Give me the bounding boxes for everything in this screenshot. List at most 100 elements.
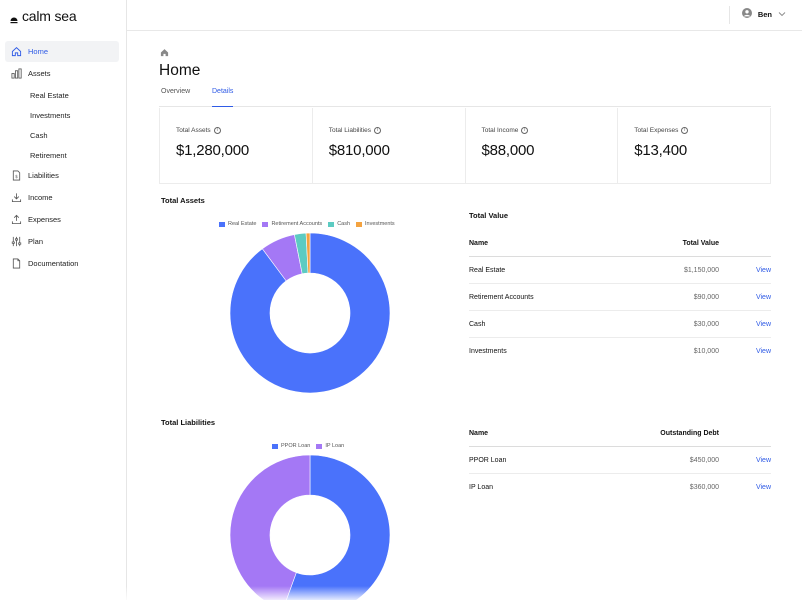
legend-item-real-estate[interactable]: Real Estate — [219, 221, 256, 227]
view-link[interactable]: View — [755, 266, 771, 274]
sidebar-item-home[interactable]: Home — [5, 41, 119, 62]
table-row: IP Loan $360,000 View — [469, 474, 771, 501]
user-name: Ben — [757, 9, 772, 19]
stat-card-total-income: Total Income i $88,000 — [464, 108, 618, 183]
legend-item-ip-loan[interactable]: IP Loan — [316, 443, 344, 449]
view-link[interactable]: View — [755, 484, 771, 491]
file-icon — [10, 258, 22, 270]
sidebar-nav: Home Assets Real Estate Investments Cash… — [5, 41, 119, 275]
legend-item-ppor-loan[interactable]: PPOR Loan — [272, 443, 310, 449]
sidebar-item-label: Home — [28, 47, 49, 56]
debt-table: Name Outstanding Debt PPOR Loan $450,000… — [469, 421, 771, 501]
table-row: Real Estate $1,150,000 View — [469, 257, 771, 284]
divider — [729, 6, 730, 24]
legend-item-investments[interactable]: Investments — [356, 221, 395, 227]
view-link[interactable]: View — [755, 348, 771, 355]
row-value: $360,000 — [689, 484, 719, 491]
row-value: $90,000 — [693, 293, 719, 301]
view-link[interactable]: View — [755, 456, 771, 464]
sidebar-item-label: Assets — [28, 69, 51, 78]
sidebar-subitem-cash[interactable]: Cash — [30, 130, 48, 140]
stats-row: Total Assets i $1,280,000 Total Liabiliti… — [159, 108, 771, 184]
legend-label: PPOR Loan — [281, 443, 311, 449]
row-name: Cash — [469, 320, 486, 328]
row-name: Real Estate — [469, 266, 506, 274]
sidebar-subitem-investments[interactable]: Investments — [30, 110, 71, 120]
sidebar-item-label: Expenses — [28, 215, 61, 224]
legend-swatch — [316, 443, 323, 449]
sidebar-item-expenses[interactable]: Expenses — [5, 209, 119, 230]
sidebar-item-documentation[interactable]: Documentation — [5, 253, 119, 274]
sidebar-item-assets[interactable]: Assets — [5, 63, 119, 84]
table-header: Name Total Value — [469, 231, 771, 257]
legend-swatch — [356, 221, 363, 227]
upload-icon — [10, 214, 22, 226]
legend-item-retirement[interactable]: Retirement Accounts — [262, 221, 322, 227]
stat-card-total-expenses: Total Expenses i $13,400 — [617, 108, 771, 183]
chevron-down-icon — [778, 10, 786, 19]
app-logo[interactable]: calm sea — [10, 8, 77, 24]
donut-slice-ppor-loan[interactable] — [283, 455, 390, 600]
value-table-title: Total Value — [469, 211, 509, 220]
legend-item-cash[interactable]: Cash — [328, 221, 350, 227]
stat-label: Total Liabilities — [328, 127, 372, 134]
assets-donut-chart — [230, 233, 390, 393]
info-icon[interactable]: i — [213, 127, 221, 134]
row-name: Retirement Accounts — [469, 293, 534, 301]
sidebar-item-plan[interactable]: Plan — [5, 231, 119, 252]
assets-chart-legend: Real Estate Retirement Accounts Cash Inv… — [219, 221, 395, 227]
home-icon — [10, 46, 22, 58]
donut-slice-real-estate[interactable] — [230, 233, 390, 393]
sidebar-item-label: Documentation — [28, 259, 79, 268]
column-header-name: Name — [469, 240, 489, 247]
table-header: Name Outstanding Debt — [469, 421, 771, 447]
table-row: Retirement Accounts $90,000 View — [469, 284, 771, 311]
legend-swatch — [262, 221, 269, 227]
view-link[interactable]: View — [755, 320, 771, 328]
sidebar-item-liabilities[interactable]: $ Liabilities — [5, 165, 119, 186]
main-content: Home Overview Details Total Assets i $1,2… — [127, 31, 802, 600]
row-name: IP Loan — [469, 484, 494, 491]
top-bar: Ben — [127, 0, 802, 31]
stat-label: Total Assets — [176, 127, 211, 134]
row-name: PPOR Loan — [469, 456, 507, 464]
sidebar: calm sea Home Assets Real Estate Investm… — [0, 0, 127, 600]
app-name: calm sea — [22, 8, 77, 24]
breadcrumb-home-icon[interactable] — [160, 44, 169, 62]
liabilities-chart-title: Total Liabilities — [161, 418, 216, 427]
legend-swatch — [328, 221, 335, 227]
tab-overview[interactable]: Overview — [161, 88, 191, 95]
sidebar-item-income[interactable]: Income — [5, 187, 119, 208]
table-row: Cash $30,000 View — [469, 311, 771, 338]
legend-label: Investments — [365, 221, 395, 227]
info-icon[interactable]: i — [521, 127, 529, 134]
download-icon — [10, 192, 22, 204]
avatar-icon — [741, 8, 752, 20]
sidebar-item-label: Income — [28, 193, 53, 202]
legend-label: Real Estate — [228, 221, 257, 227]
sliders-icon — [10, 236, 22, 248]
row-name: Investments — [469, 348, 507, 355]
row-value: $30,000 — [693, 320, 719, 328]
tab-details[interactable]: Details — [212, 88, 234, 107]
tab-bar: Overview Details — [159, 88, 771, 107]
user-menu[interactable]: Ben — [741, 8, 786, 20]
sidebar-subitem-real-estate[interactable]: Real Estate — [30, 90, 69, 100]
legend-label: Retirement Accounts — [271, 221, 323, 227]
svg-text:$: $ — [15, 174, 18, 180]
sidebar-subitem-retirement[interactable]: Retirement — [30, 150, 67, 160]
legend-label: Cash — [337, 221, 351, 227]
stat-label: Total Income — [481, 127, 519, 134]
info-icon[interactable]: i — [681, 127, 689, 134]
view-link[interactable]: View — [755, 293, 771, 301]
bottom-fade — [0, 586, 802, 600]
legend-label: IP Loan — [325, 443, 345, 449]
row-value: $1,150,000 — [683, 266, 719, 274]
column-header-total-value: Total Value — [682, 240, 719, 247]
info-icon[interactable]: i — [374, 127, 382, 134]
donut-slice-ip-loan[interactable] — [230, 455, 311, 600]
stat-value: $13,400 — [634, 142, 688, 159]
donut-slice-investments[interactable] — [305, 233, 311, 274]
column-header-outstanding-debt: Outstanding Debt — [660, 430, 719, 437]
logo-icon — [10, 12, 18, 24]
